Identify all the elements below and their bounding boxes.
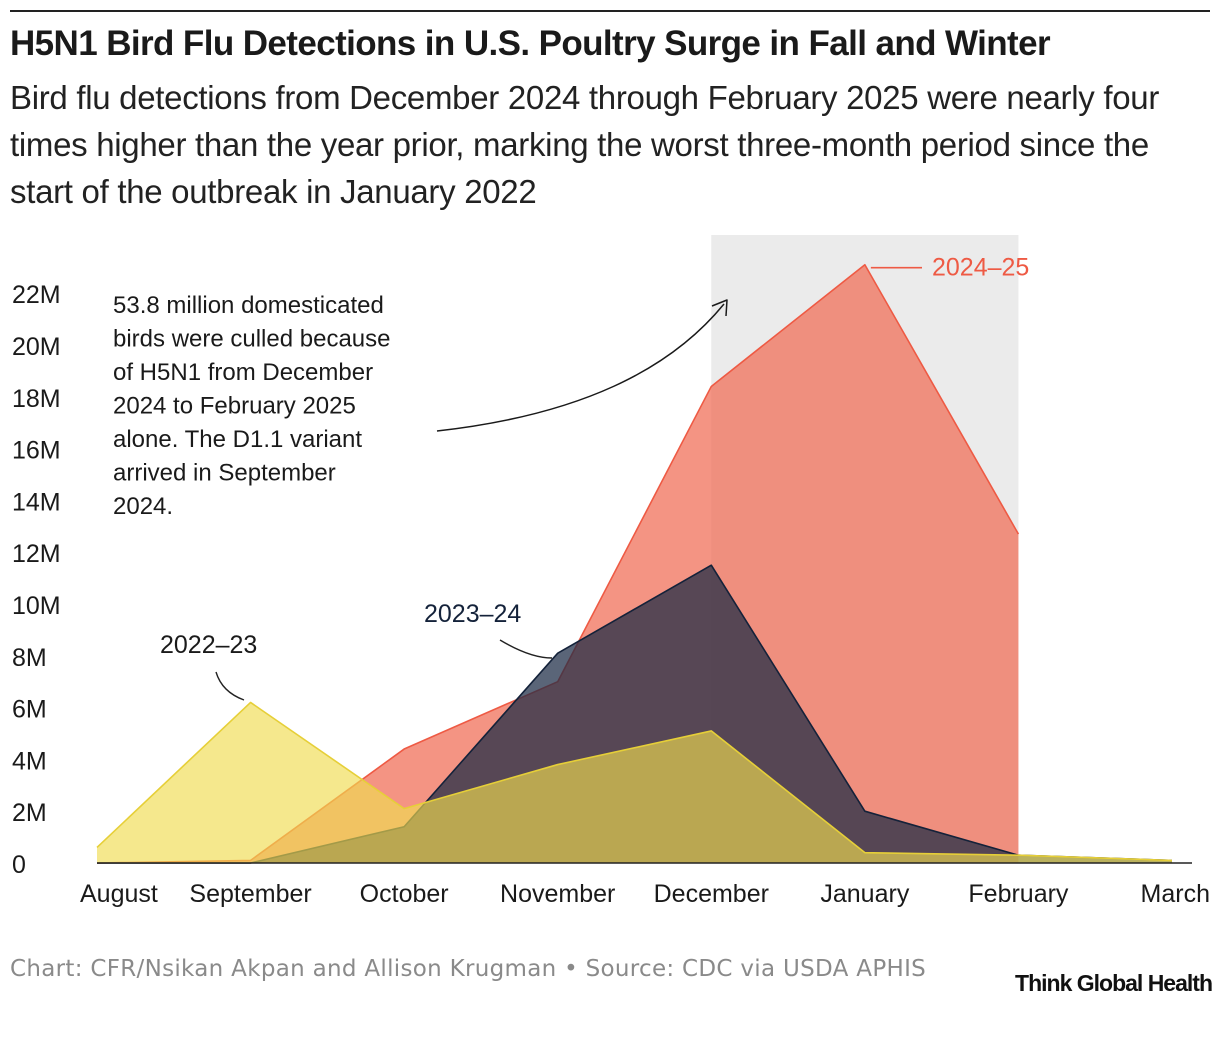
x-tick-label: December bbox=[654, 880, 769, 908]
y-tick-label: 12M bbox=[12, 540, 61, 568]
label-leader-2022-23 bbox=[215, 671, 245, 701]
y-tick-label: 20M bbox=[12, 333, 61, 361]
annotation-arrowhead bbox=[711, 299, 728, 317]
y-tick-label: 4M bbox=[12, 747, 47, 775]
y-tick-label: 14M bbox=[12, 488, 61, 516]
source-note: Chart: CFR/Nsikan Akpan and Allison Krug… bbox=[10, 956, 927, 982]
series-label-2022-23: 2022–23 bbox=[160, 631, 257, 659]
y-tick-label: 16M bbox=[12, 437, 61, 465]
line-series-202223 bbox=[96, 701, 1173, 862]
area-series-202324 bbox=[97, 565, 1172, 863]
y-tick-label: 18M bbox=[12, 385, 61, 413]
series-label-2023-24: 2023–24 bbox=[424, 600, 521, 628]
y-tick-label: 2M bbox=[12, 799, 47, 827]
x-tick-label: November bbox=[500, 880, 615, 908]
annotation-text: 53.8 million domesticated birds were cull… bbox=[113, 292, 391, 520]
series-label-2024-25: 2024–25 bbox=[932, 254, 1029, 282]
x-tick-label: September bbox=[189, 880, 311, 908]
x-tick-label: January bbox=[820, 880, 909, 908]
x-tick-label: February bbox=[968, 880, 1069, 908]
top-rule bbox=[10, 10, 1210, 12]
label-leader-2023-24 bbox=[499, 639, 553, 659]
y-tick-label: 22M bbox=[12, 281, 61, 309]
area-series-202223 bbox=[97, 702, 1172, 863]
chart-subtitle: Bird flu detections from December 2024 t… bbox=[10, 79, 1160, 210]
y-tick-label: 8M bbox=[12, 644, 47, 672]
x-tick-label: August bbox=[80, 880, 158, 908]
y-tick-label: 10M bbox=[12, 592, 61, 620]
area-chart: 0 2M 4M 6M 8M 10M 12M 14M 16M 18M 20M 22M August Sept… bbox=[12, 235, 1210, 908]
y-tick-label: 0 bbox=[12, 851, 26, 879]
y-tick-label: 6M bbox=[12, 696, 47, 724]
x-tick-label: March bbox=[1141, 880, 1210, 908]
chart-title: H5N1 Bird Flu Detections in U.S. Poultry… bbox=[10, 24, 1051, 63]
annotation-arrow bbox=[436, 303, 725, 432]
brand-logo: Think Global Health bbox=[1015, 970, 1213, 996]
x-tick-label: October bbox=[360, 880, 449, 908]
